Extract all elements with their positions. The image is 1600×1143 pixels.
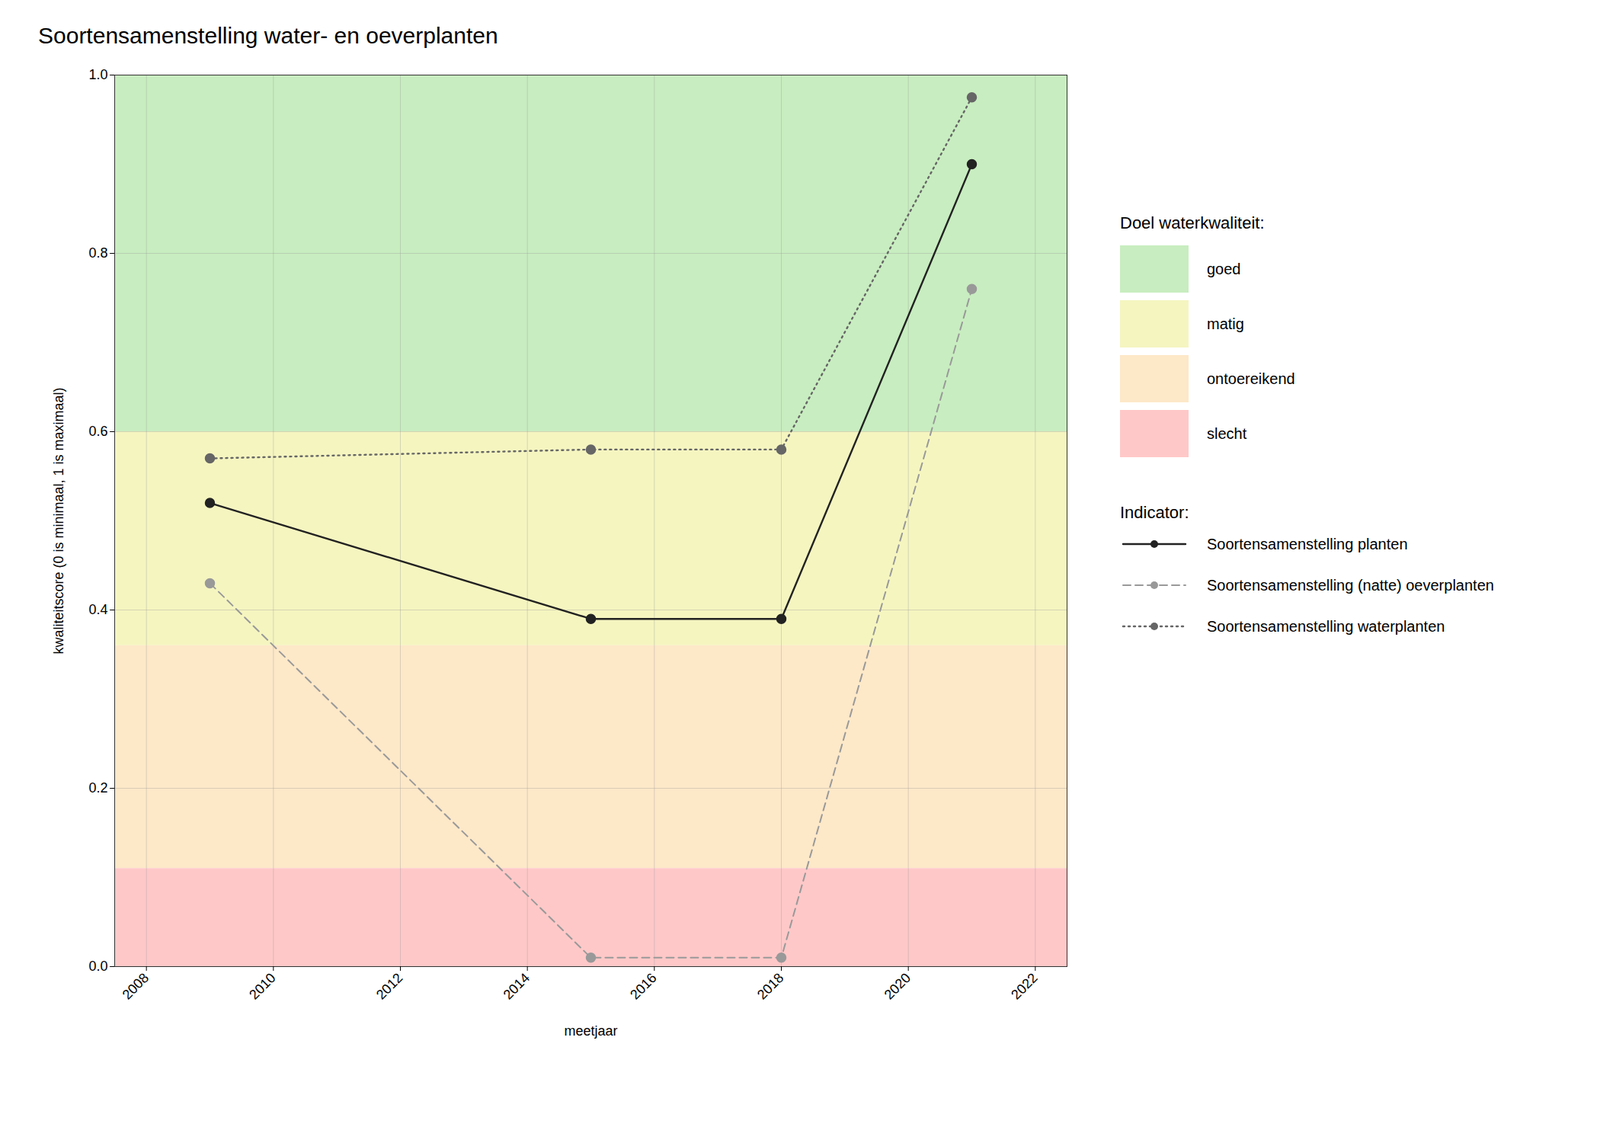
html-text:Soortensamenstelling water- en: Soortensamenstelling water- en oeverplan… [38, 22, 499, 48]
svg-text:meetjaar: meetjaar [563, 1023, 618, 1039]
svg-text:2010: 2010 [246, 969, 279, 1002]
html-text:Soortensamenstelling planten: Soortensamenstelling planten [1206, 535, 1408, 552]
html-text:goed: goed [1206, 260, 1241, 277]
html-text:Doel waterkwaliteit:: Doel waterkwaliteit: [1120, 213, 1265, 233]
html-text:ontoereikend: ontoereikend [1206, 369, 1296, 387]
svg-text:0.8: 0.8 [88, 245, 108, 261]
svg-text:0.6: 0.6 [88, 423, 108, 439]
svg-text:0.0: 0.0 [88, 958, 108, 974]
svg-text:2020: 2020 [881, 969, 914, 1002]
svg-text:2016: 2016 [627, 969, 660, 1002]
html-text:slecht: slecht [1206, 424, 1247, 442]
svg-text:2012: 2012 [373, 969, 406, 1002]
html-text:Soortensamenstelling waterplan: Soortensamenstelling waterplanten [1206, 617, 1445, 635]
svg-text:kwaliteitscore (0 is minimaal,: kwaliteitscore (0 is minimaal, 1 is maxi… [51, 387, 67, 654]
svg-text:2018: 2018 [754, 969, 787, 1002]
svg-text:2014: 2014 [500, 969, 533, 1002]
svg-text:0.4: 0.4 [88, 601, 108, 618]
svg-text:0.2: 0.2 [88, 780, 108, 796]
svg-text:2008: 2008 [119, 969, 152, 1002]
html-text:Indicator:: Indicator: [1120, 502, 1189, 522]
html-text:matig: matig [1206, 315, 1245, 332]
svg-text:2022: 2022 [1008, 969, 1040, 1002]
svg-text:1.0: 1.0 [88, 67, 108, 83]
html-text:Soortensamenstelling (natte) o: Soortensamenstelling (natte) oeverplante… [1206, 576, 1495, 594]
